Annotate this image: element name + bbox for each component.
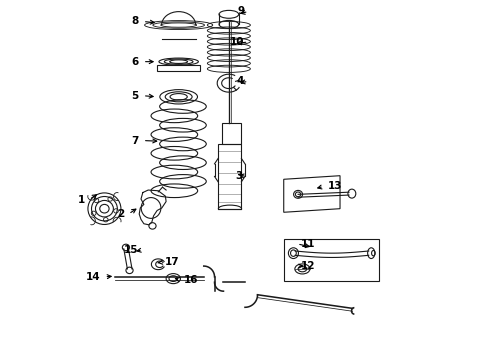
- Bar: [157, 64, 200, 71]
- Text: 4: 4: [237, 76, 245, 86]
- Text: 3: 3: [235, 171, 243, 181]
- Text: 8: 8: [131, 17, 139, 27]
- Text: 2: 2: [117, 209, 124, 219]
- Text: 13: 13: [328, 181, 343, 192]
- Text: 11: 11: [301, 239, 316, 249]
- Text: 10: 10: [230, 37, 245, 47]
- Text: 1: 1: [77, 195, 85, 205]
- Text: 14: 14: [85, 272, 100, 282]
- Text: 17: 17: [165, 257, 180, 267]
- Text: 7: 7: [131, 136, 139, 145]
- Text: 5: 5: [131, 91, 139, 101]
- Text: 6: 6: [131, 57, 139, 67]
- Text: 12: 12: [301, 261, 316, 271]
- Text: 15: 15: [124, 245, 139, 255]
- Bar: [284, 239, 379, 282]
- Bar: [218, 144, 242, 209]
- Text: 16: 16: [184, 275, 198, 285]
- Text: 9: 9: [237, 6, 245, 17]
- Bar: [221, 123, 242, 144]
